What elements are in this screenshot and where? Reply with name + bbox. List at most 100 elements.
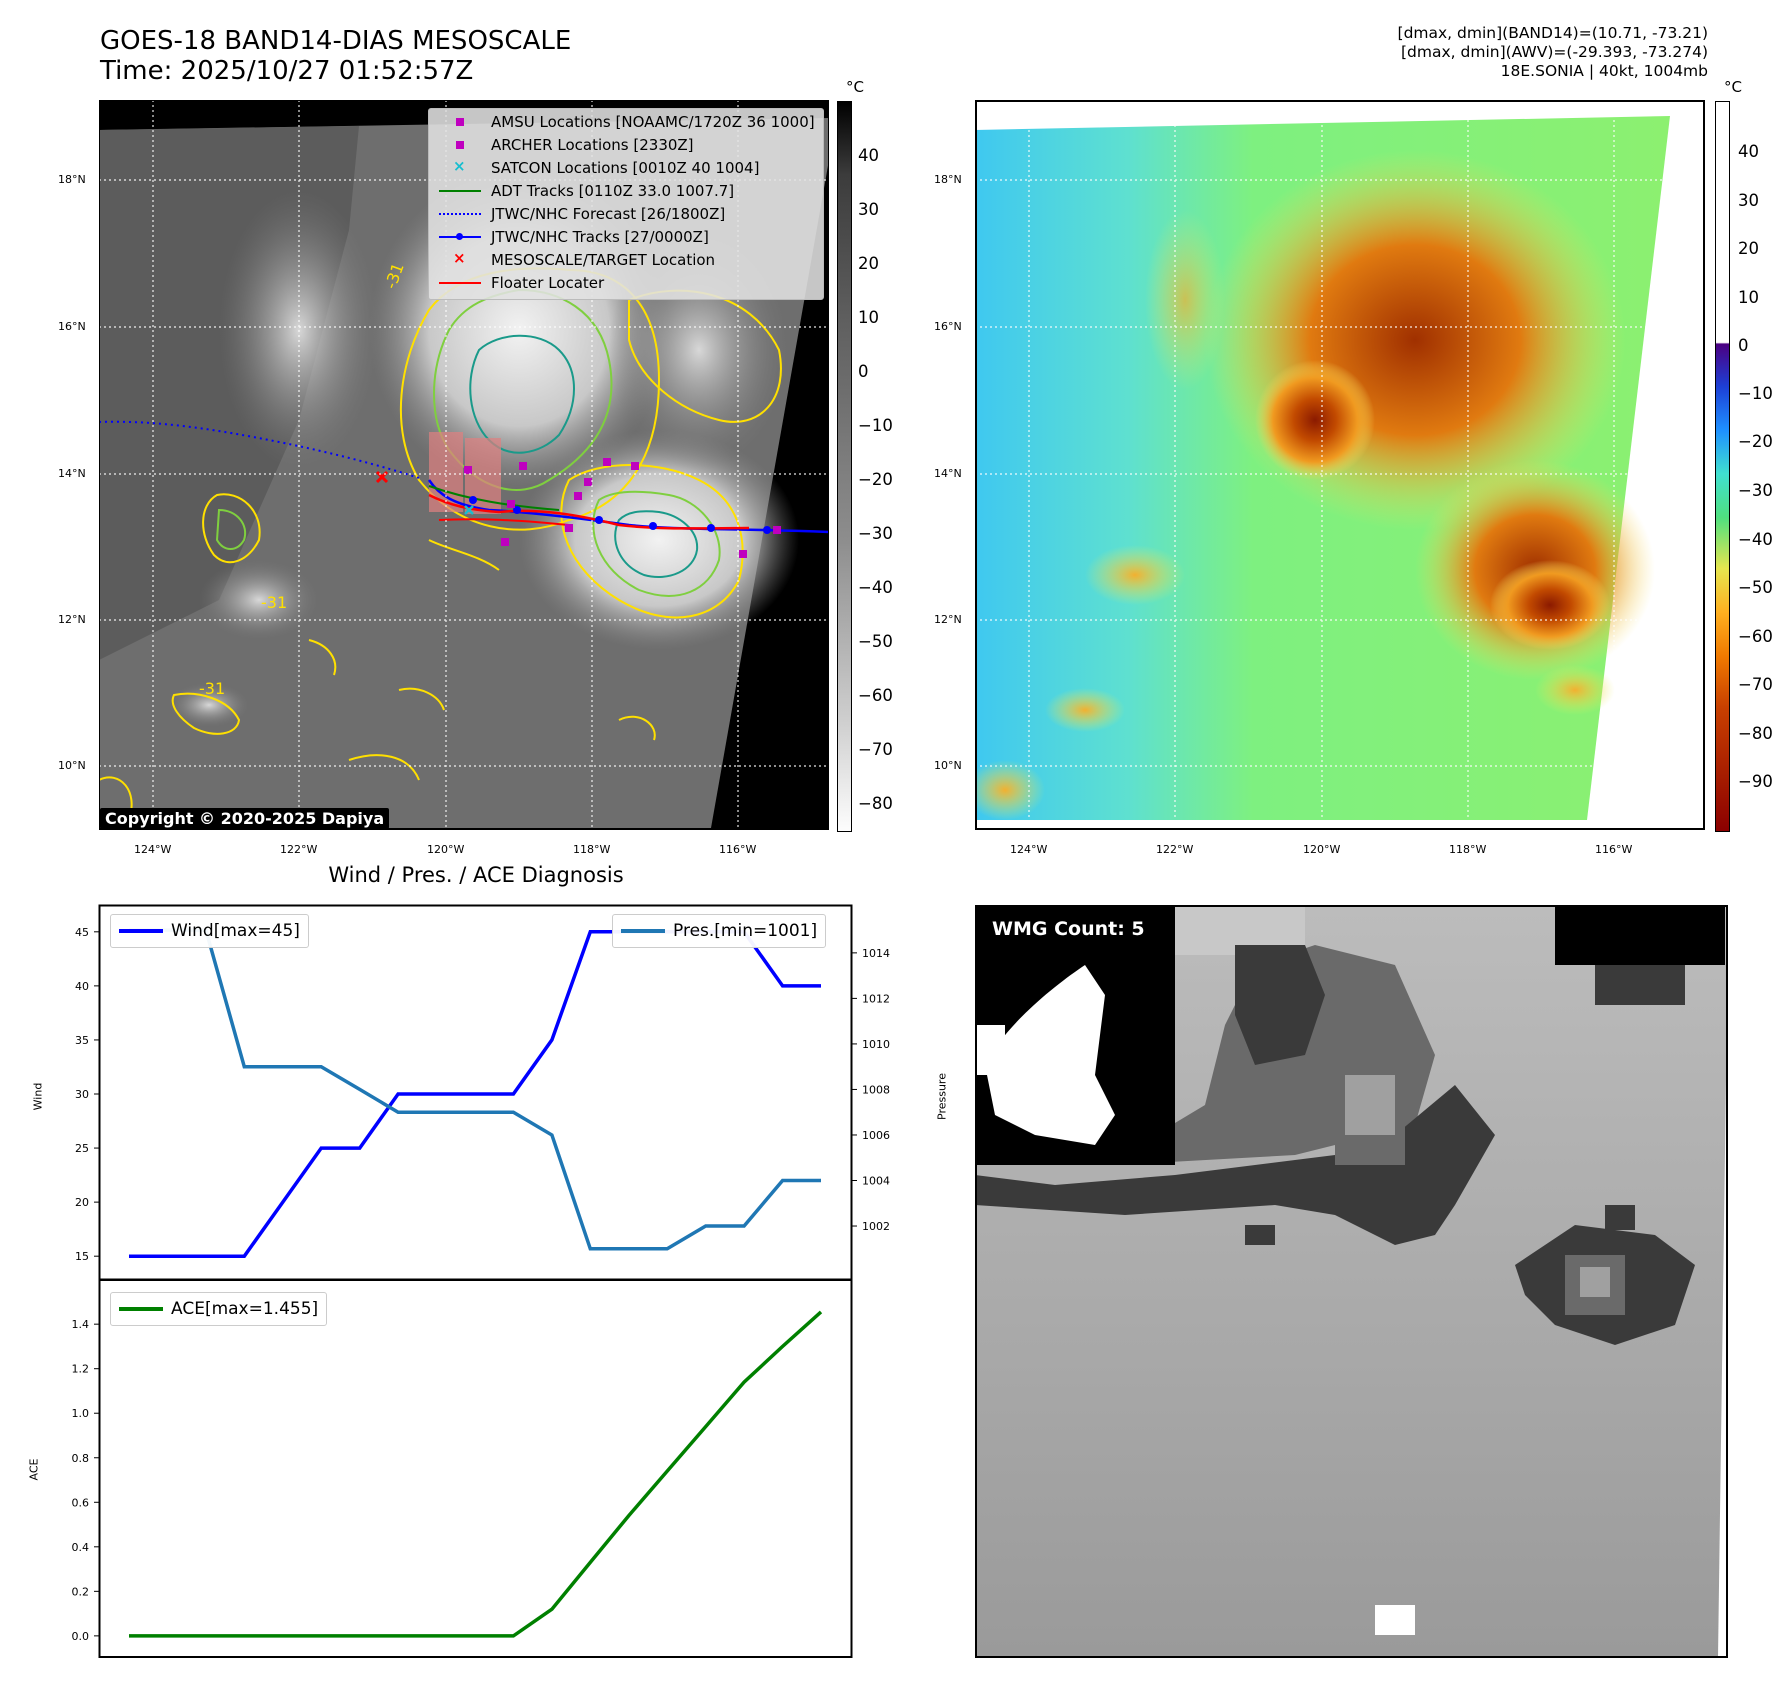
y-tick-label: 15 (75, 1250, 89, 1263)
wind-pressure-plot: 45 40 35 30 25 20 15 1014 1012 1010 1008 1006 1004 10… (75, 926, 890, 1263)
copyright-label: Copyright © 2020-2025 Dapiya (100, 808, 390, 829)
colorbar-tick: 20 (1738, 239, 1759, 258)
wind-legend: Wind[max=45] (110, 914, 309, 948)
gray-colorbar (837, 101, 852, 832)
colorbar-tick: 40 (1738, 142, 1759, 161)
lon-tick: 116°W (1595, 843, 1633, 856)
info-storm: 18E.SONIA | 40kt, 1004mb (1500, 62, 1708, 80)
y2-tick-label: 1010 (862, 1038, 890, 1051)
colorbar-tick: −50 (1738, 578, 1773, 597)
y-tick-label: 35 (75, 1034, 89, 1047)
diagnosis-svg: 45 40 35 30 25 20 15 1014 1012 1010 1008 1006 1004 10… (72, 904, 890, 1658)
legend-item-adt: ADT Tracks [0110Z 33.0 1007.7] (439, 180, 734, 202)
colorbar-tick: −60 (858, 686, 893, 705)
pressure-legend: Pres.[min=1001] (612, 914, 827, 948)
colorbar-tick: −60 (1738, 627, 1773, 646)
colorbar-tick: −50 (858, 632, 893, 651)
series-line-0 (129, 1310, 823, 1638)
colorbar-tick: −20 (1738, 432, 1773, 451)
wind-legend-label: Wind[max=45] (171, 921, 300, 941)
colorbar-tick: −70 (858, 740, 893, 759)
colorbar-tick: 30 (858, 200, 879, 219)
y-tick-label: 45 (75, 926, 89, 939)
y2-tick-label: 1004 (862, 1175, 890, 1188)
lon-tick: 118°W (573, 843, 611, 856)
y-tick-label: 20 (75, 1196, 89, 1209)
color-colorbar (1715, 101, 1730, 832)
color-map (965, 100, 1705, 830)
colorbar-tick: −80 (858, 794, 893, 813)
legend-item-amsu: AMSU Locations [NOAAMC/1720Z 36 1000] (439, 111, 815, 133)
colorbar-tick: 0 (858, 362, 869, 381)
colorbar-tick: −20 (858, 470, 893, 489)
map-legend: AMSU Locations [NOAAMC/1720Z 36 1000] AR… (428, 108, 824, 300)
lat-tick: 12°N (58, 613, 86, 626)
lon-tick: 116°W (719, 843, 757, 856)
lat-tick: 10°N (58, 759, 86, 772)
contour-label: -31 (199, 679, 225, 698)
lat-tick: 16°N (934, 320, 962, 333)
y2-tick-label: 1012 (862, 992, 890, 1005)
lon-tick: 124°W (134, 843, 172, 856)
colorbar-tick: −30 (858, 524, 893, 543)
ace-axis-label: ACE (27, 1458, 41, 1481)
colorbar-unit: °C (846, 78, 864, 96)
colorbar-tick: −10 (1738, 384, 1773, 403)
colorbar-tick: 10 (858, 308, 879, 327)
lat-tick: 18°N (58, 173, 86, 186)
color-map-panel (965, 100, 1705, 830)
legend-item-tracks: JTWC/NHC Tracks [27/0000Z] (439, 226, 709, 248)
ace-legend: ACE[max=1.455] (110, 1292, 328, 1326)
colorbar-tick: 10 (1738, 288, 1759, 307)
diagnosis-title: Wind / Pres. / ACE Diagnosis (328, 863, 624, 887)
colorbar-tick: 40 (858, 146, 879, 165)
colorbar-tick: −10 (858, 416, 893, 435)
legend-item-archer: ARCHER Locations [2330Z] (439, 134, 694, 156)
y-tick-label: 1.0 (72, 1407, 90, 1420)
legend-item-target: × MESOSCALE/TARGET Location (453, 249, 716, 269)
colorbar-tick: −80 (1738, 724, 1773, 743)
colorbar-tick: −70 (1738, 675, 1773, 694)
ace-plot: 1.4 1.2 1.0 0.8 0.6 0.4 0.2 0.0 (72, 1310, 823, 1643)
series-line-0 (129, 930, 821, 1258)
ace-legend-swatch (119, 1307, 163, 1311)
info-band14: [dmax, dmin](BAND14)=(10.71, -73.21) (1397, 24, 1708, 42)
figure-title-line2: Time: 2025/10/27 01:52:57Z (100, 56, 474, 86)
y-tick-label: 0.4 (72, 1541, 90, 1554)
gray-colorbar-ticks: 40 30 20 10 0 −10 −20 −30 −40 −50 −60 −7… (858, 146, 918, 826)
y-tick-label: 30 (75, 1088, 89, 1101)
lon-tick: 120°W (1303, 843, 1341, 856)
colorbar-tick: −40 (1738, 530, 1773, 549)
colorbar-tick: −90 (1738, 772, 1773, 791)
diagnosis-plots: 45 40 35 30 25 20 15 1014 1012 1010 1008 1006 1004 10… (72, 904, 890, 1658)
contour-label: -31 (261, 593, 287, 612)
lon-tick: 122°W (1156, 843, 1194, 856)
lat-tick: 14°N (58, 467, 86, 480)
colorbar-tick: −30 (1738, 481, 1773, 500)
lat-tick: 16°N (58, 320, 86, 333)
colorbar-unit: °C (1724, 78, 1742, 96)
colorbar-tick: 20 (858, 254, 879, 273)
legend-item-satcon: × SATCON Locations [0010Z 40 1004] (453, 157, 760, 177)
y2-tick-label: 1014 (862, 947, 890, 960)
wind-legend-swatch (119, 929, 163, 933)
figure-title-line1: GOES-18 BAND14-DIAS MESOSCALE (100, 26, 572, 56)
y-tick-label: 1.2 (72, 1363, 90, 1376)
lat-tick: 14°N (934, 467, 962, 480)
y-tick-label: 25 (75, 1142, 89, 1155)
y2-tick-label: 1006 (862, 1129, 890, 1142)
y2-tick-label: 1002 (862, 1220, 890, 1233)
lat-tick: 12°N (934, 613, 962, 626)
y-tick-label: 0.0 (72, 1630, 90, 1643)
y-tick-label: 0.8 (72, 1452, 90, 1465)
pressure-axis-label: Pressure (935, 1073, 949, 1120)
wind-axis-label: Wind (31, 1082, 45, 1111)
wmg-panel (975, 905, 1728, 1658)
color-colorbar-ticks: 40 30 20 10 0 −10 −20 −30 −40 −50 −60 −7… (1738, 142, 1792, 822)
y-tick-label: 0.2 (72, 1585, 90, 1598)
lon-tick: 124°W (1010, 843, 1048, 856)
info-awv: [dmax, dmin](AWV)=(-29.393, -73.274) (1401, 43, 1708, 61)
y-tick-label: 40 (75, 980, 89, 993)
legend-item-forecast: JTWC/NHC Forecast [26/1800Z] (439, 203, 725, 225)
colorbar-tick: −40 (858, 578, 893, 597)
